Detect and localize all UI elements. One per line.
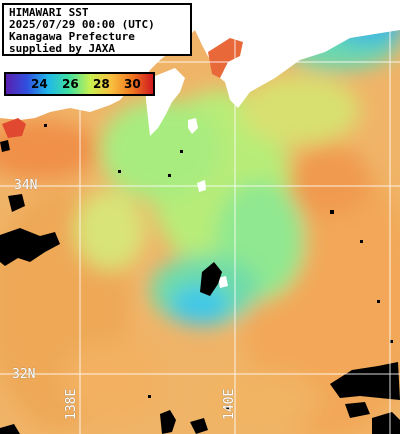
longitude-label-140e: 140E [222, 388, 237, 420]
caption-source: supplied by JAXA [9, 42, 115, 55]
warm-coastal-water [2, 38, 243, 138]
caption-box: HIMAWARI SST 2025/07/29 00:00 (UTC) Kana… [2, 3, 192, 56]
caption-datetime: 2025/07/29 00:00 (UTC) [9, 18, 155, 31]
legend-tick-28: 28 [93, 77, 110, 91]
latitude-label-34n: 34N [14, 178, 38, 193]
caption-region: Kanagawa Prefecture [9, 30, 135, 43]
longitude-label-138e: 138E [64, 388, 79, 420]
legend-tick-26: 26 [62, 77, 79, 91]
legend-tick-24: 24 [31, 77, 48, 91]
color-scale-bar [6, 74, 153, 94]
caption-title: HIMAWARI SST [9, 6, 89, 19]
color-scale-legend: 24 26 28 30 [4, 72, 155, 96]
cloud-cover [0, 124, 400, 434]
legend-tick-30: 30 [124, 77, 141, 91]
latitude-label-32n: 32N [12, 367, 36, 382]
